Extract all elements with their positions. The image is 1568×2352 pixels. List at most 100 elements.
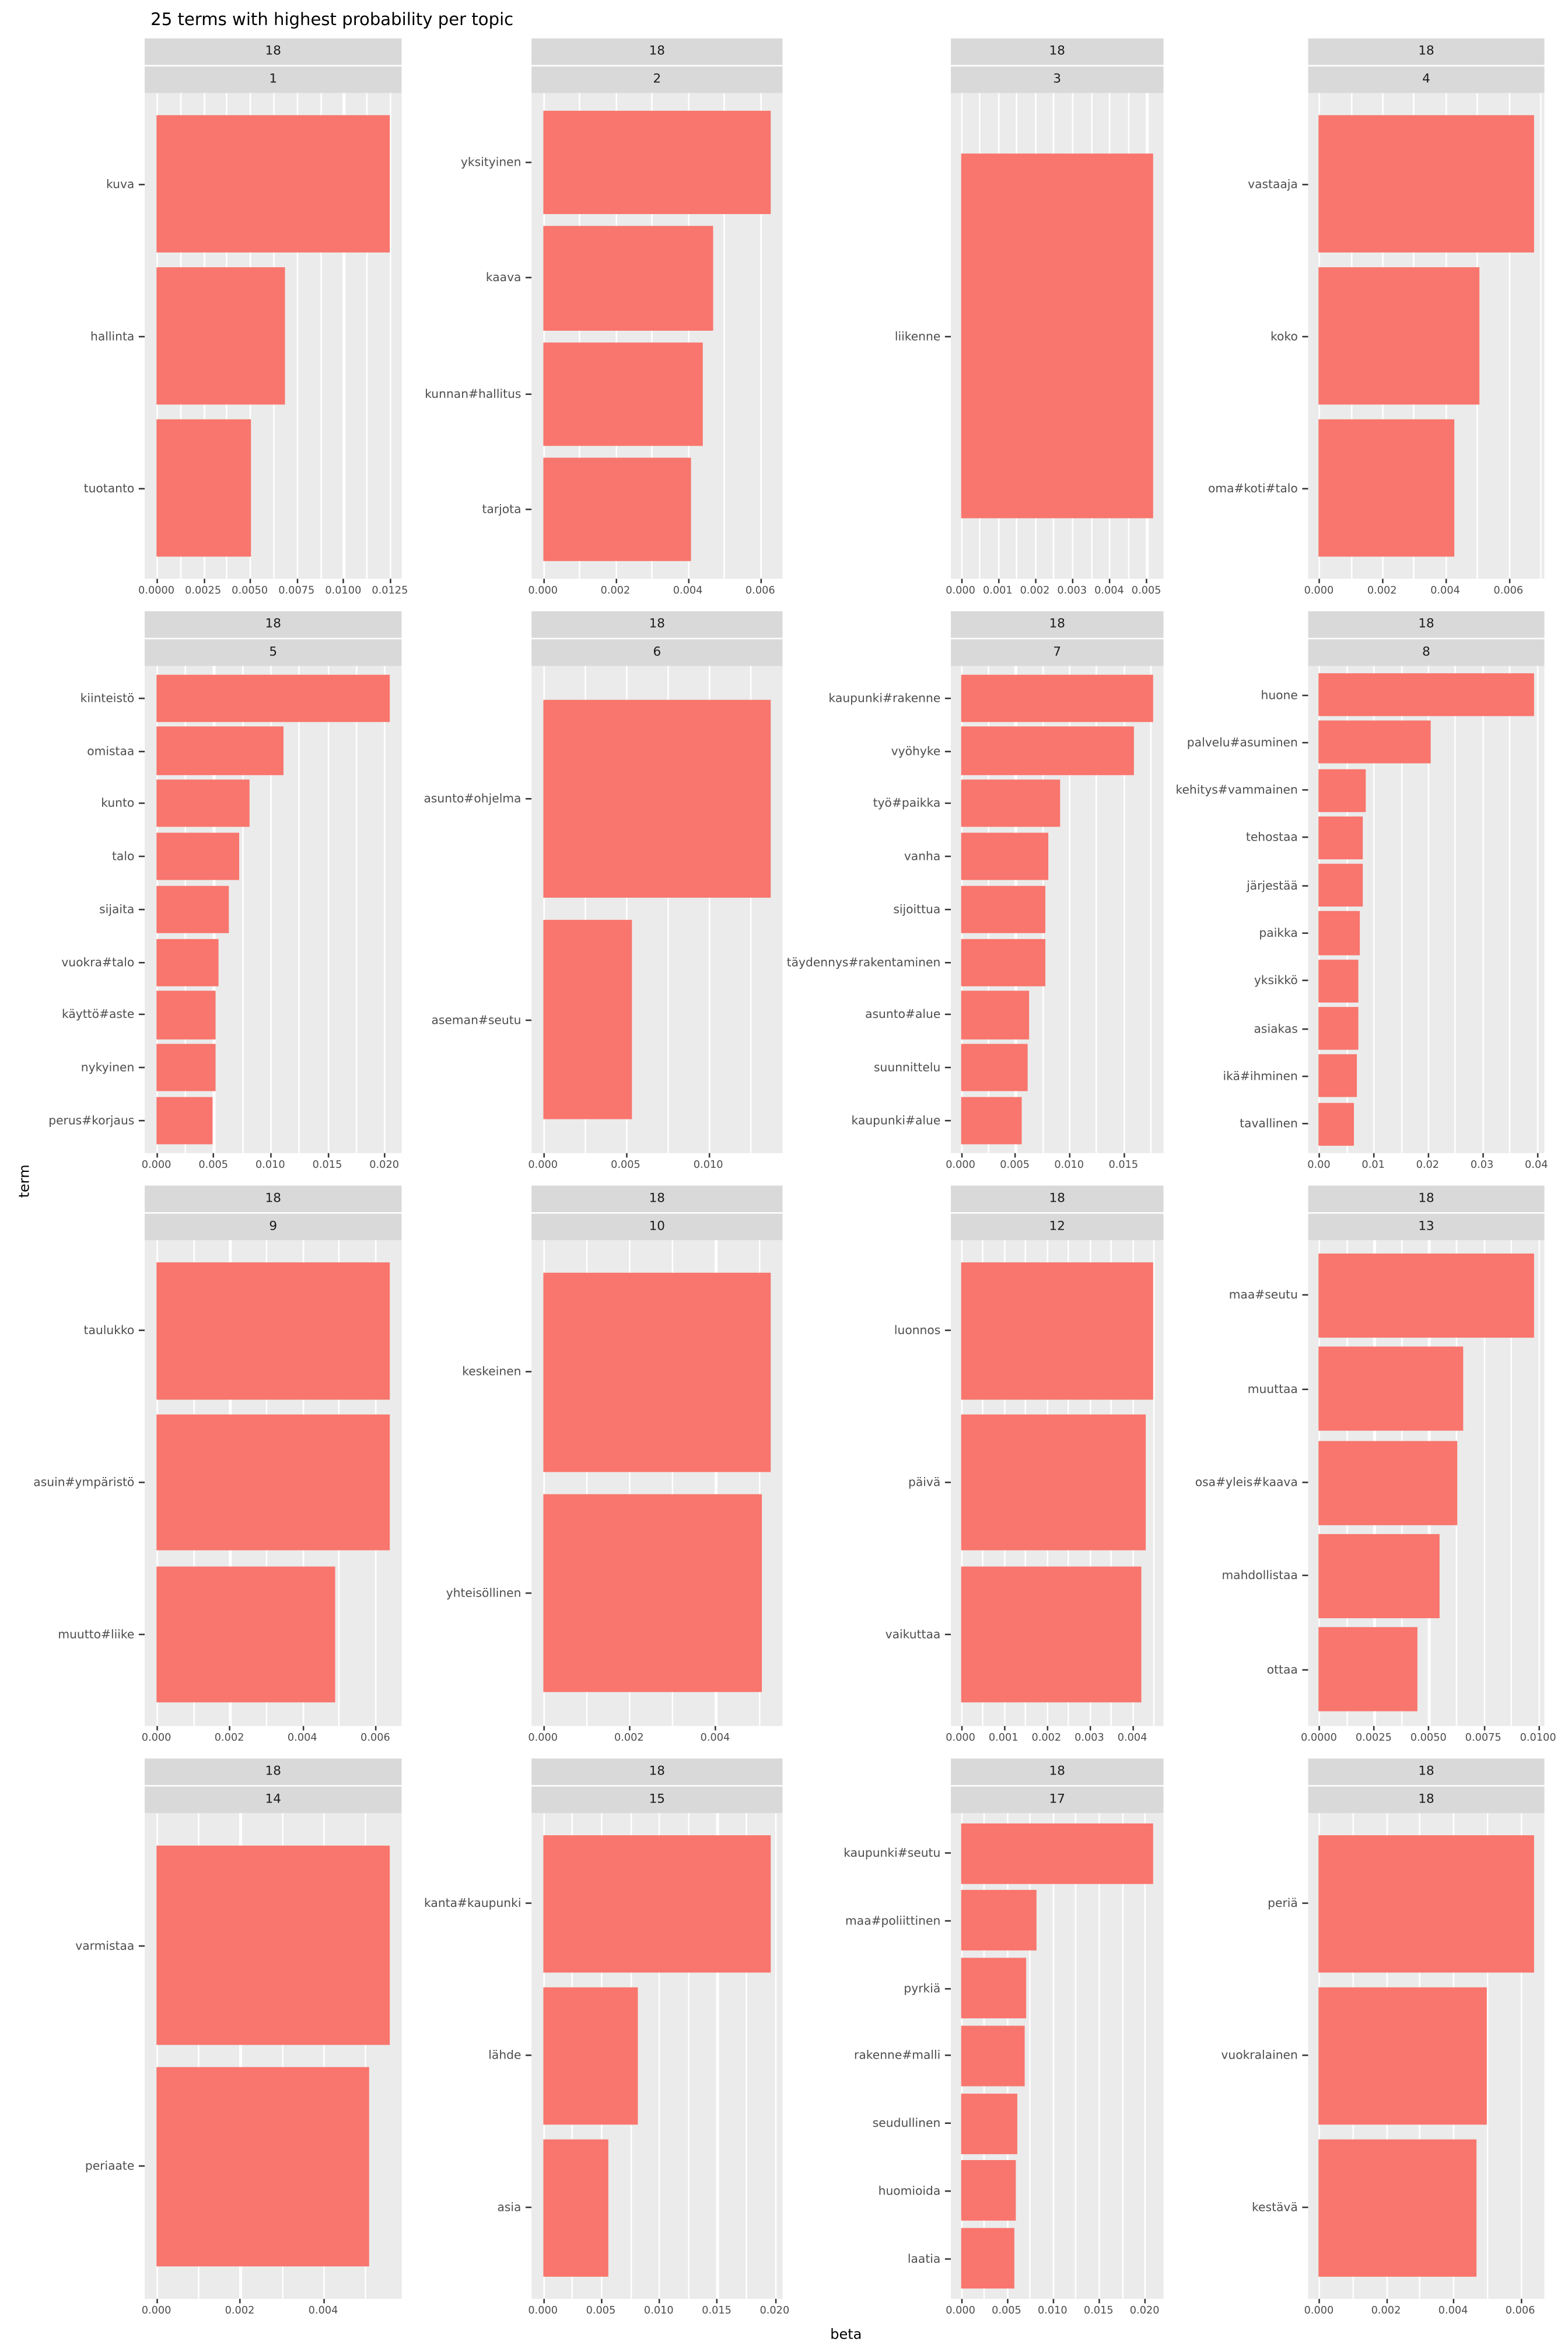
- y-tick-mark: [1302, 932, 1308, 934]
- x-tick-mark: [1536, 1152, 1538, 1157]
- x-tick-label: 0.005: [198, 1158, 229, 1170]
- y-axis-title-column: term: [15, 38, 35, 2323]
- bar: [1318, 864, 1363, 907]
- x-tick-mark: [1373, 1726, 1376, 1730]
- bar: [156, 779, 250, 828]
- bar: [542, 1835, 771, 1972]
- y-tick-label: kunnan#hallitus: [425, 387, 522, 401]
- x-tick-mark: [240, 2298, 242, 2304]
- plot-panel: [1308, 666, 1545, 1153]
- facet-strips: 18 15: [531, 1758, 783, 1813]
- x-tick-mark: [1427, 1152, 1429, 1157]
- y-tick-label: seudullinen: [872, 2116, 941, 2130]
- y-tick-label: asunto#ohjelma: [424, 792, 522, 806]
- x-tick-mark: [659, 2298, 660, 2304]
- x-tick-label: 0.0050: [1410, 1731, 1447, 1744]
- bar: [542, 1987, 638, 2124]
- y-tick-label: järjestää: [1247, 878, 1298, 892]
- facet-strip-group: 18: [531, 611, 783, 639]
- y-tick-label: vuokra#talo: [61, 956, 135, 969]
- bar: [960, 832, 1049, 880]
- x-tick-mark: [1538, 1726, 1540, 1730]
- minor-gridline: [242, 666, 243, 1153]
- bar: [960, 991, 1029, 1039]
- x-tick-mark: [1089, 1726, 1091, 1730]
- facet-topic-10: 18 10 keskeinen yhteisöllinen 0.000 0.002 0.00…: [416, 1185, 783, 1749]
- y-tick-label: mahdollistaa: [1222, 1569, 1298, 1583]
- bar: [1318, 2139, 1477, 2276]
- y-tick-mark: [1302, 789, 1308, 791]
- x-tick-label: 0.015: [702, 2305, 732, 2317]
- y-tick-label: asia: [497, 2201, 522, 2215]
- x-tick-mark: [708, 1152, 710, 1157]
- facet-strip-group: 18: [531, 38, 783, 65]
- minor-gridline: [1075, 1812, 1077, 2299]
- bar: [960, 153, 1154, 519]
- minor-gridline: [724, 93, 725, 579]
- x-tick-label: 0.010: [255, 1158, 285, 1170]
- x-axis-title-row: beta: [15, 2322, 1544, 2346]
- y-tick-mark: [944, 1852, 951, 1854]
- major-gridline: [384, 666, 386, 1153]
- y-tick-label: vastaaja: [1248, 177, 1298, 191]
- y-tick-label: yhteisöllinen: [446, 1586, 522, 1600]
- x-tick-label: 0.000: [946, 2305, 975, 2317]
- y-tick-label: vaikuttaa: [885, 1628, 941, 1642]
- y-axis-labels: maa#seutu muuttaa osa#yleis#kaava mahdollis…: [1178, 1240, 1308, 1726]
- x-tick-label: 0.004: [308, 2305, 338, 2317]
- x-tick-label: 0.03: [1470, 1158, 1494, 1170]
- x-tick-mark: [323, 2298, 325, 2304]
- bar: [960, 1097, 1023, 1144]
- major-gridline: [240, 1812, 242, 2299]
- x-tick-label: 0.002: [1367, 584, 1397, 597]
- major-gridline: [1483, 1239, 1485, 1726]
- minor-gridline: [667, 666, 668, 1153]
- bar: [1318, 1007, 1359, 1050]
- plot-panel: [531, 666, 783, 1153]
- x-tick-mark: [542, 579, 545, 584]
- bar: [960, 779, 1060, 828]
- x-tick-mark: [156, 1152, 158, 1157]
- y-tick-label: liikenne: [894, 329, 941, 343]
- x-tick-label: 0.015: [1083, 2305, 1114, 2317]
- x-tick-label: 0.006: [1493, 584, 1524, 597]
- y-tick-mark: [138, 1944, 145, 1947]
- x-axis: 0.0000 0.0025 0.0050 0.0075 0.0100 0.0125: [138, 579, 408, 603]
- facet-topic-3: 18 3 liikenne 0.000 0.001 0.002 0.003 0.004 0.00…: [797, 38, 1164, 603]
- facet-strip-topic: 10: [531, 1213, 783, 1240]
- bar: [156, 991, 216, 1039]
- x-tick-label: 0.0050: [232, 584, 268, 597]
- y-tick-label: maa#poliittinen: [845, 1914, 941, 1928]
- facet-strip-topic: 5: [145, 639, 402, 667]
- x-tick-label: 0.005: [992, 2305, 1021, 2317]
- x-tick-label: 0.010: [643, 2305, 674, 2317]
- minor-gridline: [652, 93, 653, 579]
- bar: [156, 1262, 390, 1399]
- y-tick-mark: [944, 697, 951, 699]
- x-tick-mark: [774, 2298, 776, 2304]
- facet-strip-group: 18: [951, 611, 1164, 639]
- y-tick-mark: [1302, 2207, 1308, 2208]
- x-tick-label: 0.04: [1525, 1158, 1548, 1170]
- minor-gridline: [687, 1812, 689, 2299]
- y-tick-mark: [944, 1987, 951, 1989]
- y-tick-mark: [526, 277, 532, 279]
- y-tick-label: lähde: [488, 2049, 522, 2063]
- y-axis-title: term: [17, 1164, 33, 1198]
- facet-strips: 18 18: [1308, 1758, 1545, 1813]
- x-tick-label: 0.002: [1031, 1731, 1062, 1744]
- y-axis-labels: vastaaja koko oma#koti#talo: [1178, 93, 1308, 579]
- bar: [960, 1262, 1154, 1399]
- x-tick-mark: [1052, 2298, 1054, 2304]
- bar: [156, 938, 219, 986]
- bar: [960, 2092, 1018, 2154]
- x-tick-label: 0.003: [1074, 1731, 1104, 1744]
- x-tick-mark: [384, 1152, 386, 1157]
- y-tick-mark: [944, 1633, 951, 1636]
- major-gridline: [716, 1812, 719, 2299]
- x-tick-mark: [1132, 1726, 1134, 1730]
- bar: [1318, 1627, 1418, 1712]
- x-tick-mark: [960, 1726, 963, 1730]
- y-tick-label: kanta#kaupunki: [424, 1897, 522, 1911]
